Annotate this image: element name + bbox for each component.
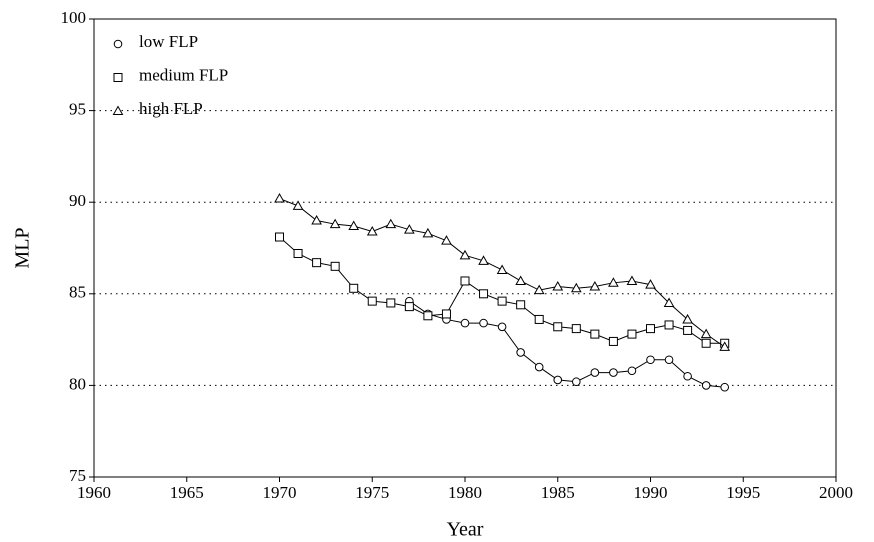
y-tick-label: 90 bbox=[69, 191, 86, 210]
marker bbox=[330, 261, 340, 271]
x-tick-label: 1960 bbox=[77, 483, 111, 502]
marker bbox=[441, 309, 451, 319]
marker bbox=[497, 322, 507, 332]
marker bbox=[609, 368, 618, 377]
legend-label: low FLP bbox=[139, 32, 198, 51]
marker bbox=[701, 381, 711, 390]
marker bbox=[274, 193, 285, 203]
marker bbox=[311, 215, 322, 225]
x-tick-label: 1965 bbox=[170, 483, 204, 502]
legend-label: medium FLP bbox=[139, 65, 228, 84]
marker bbox=[552, 280, 564, 291]
x-tick-label: 1995 bbox=[726, 483, 760, 502]
x-tick-label: 1985 bbox=[541, 483, 575, 502]
marker bbox=[441, 235, 452, 245]
marker bbox=[479, 289, 489, 299]
x-axis-label: Year bbox=[447, 519, 484, 541]
marker bbox=[646, 324, 655, 334]
marker bbox=[664, 355, 674, 365]
marker bbox=[683, 371, 692, 381]
marker bbox=[515, 275, 527, 285]
marker bbox=[645, 279, 656, 289]
marker bbox=[571, 324, 581, 334]
marker bbox=[404, 302, 414, 312]
marker bbox=[701, 338, 711, 348]
marker bbox=[459, 249, 471, 260]
marker bbox=[329, 218, 341, 229]
marker bbox=[292, 200, 304, 210]
marker bbox=[386, 298, 396, 308]
marker bbox=[608, 277, 619, 287]
marker bbox=[460, 318, 470, 328]
legend-marker bbox=[113, 39, 123, 49]
x-tick-label: 1970 bbox=[263, 483, 297, 502]
marker bbox=[367, 296, 377, 306]
marker bbox=[422, 227, 434, 238]
marker bbox=[349, 283, 359, 293]
marker bbox=[719, 341, 731, 351]
x-tick-label: 1980 bbox=[448, 483, 482, 502]
marker bbox=[534, 362, 544, 372]
marker bbox=[348, 220, 360, 231]
marker bbox=[497, 296, 507, 306]
x-tick-label: 1975 bbox=[355, 483, 389, 502]
marker bbox=[570, 282, 582, 293]
x-tick-label: 1990 bbox=[634, 483, 668, 502]
marker bbox=[572, 377, 581, 387]
marker bbox=[589, 280, 601, 291]
marker bbox=[720, 382, 730, 392]
marker bbox=[516, 300, 526, 310]
y-tick-label: 85 bbox=[69, 283, 86, 302]
legend-marker bbox=[113, 73, 123, 82]
series-line bbox=[409, 300, 725, 388]
marker bbox=[608, 336, 618, 346]
marker bbox=[385, 218, 397, 229]
marker bbox=[496, 264, 508, 274]
marker bbox=[423, 311, 433, 321]
x-tick-label: 2000 bbox=[819, 483, 853, 502]
y-axis-label: MLP bbox=[12, 227, 34, 268]
marker bbox=[533, 284, 545, 295]
y-tick-label: 100 bbox=[61, 8, 87, 27]
marker bbox=[275, 232, 284, 242]
marker bbox=[700, 328, 712, 339]
legend-marker bbox=[112, 105, 124, 115]
marker bbox=[626, 275, 638, 285]
plot-frame bbox=[93, 18, 837, 478]
marker bbox=[553, 322, 563, 332]
marker bbox=[682, 313, 693, 324]
marker bbox=[664, 320, 674, 330]
marker bbox=[478, 255, 489, 265]
marker bbox=[312, 258, 322, 268]
y-tick-label: 80 bbox=[69, 374, 86, 393]
marker bbox=[590, 329, 600, 339]
marker bbox=[683, 325, 693, 335]
marker bbox=[516, 348, 525, 357]
y-tick-label: 95 bbox=[69, 100, 86, 119]
legend-label: high FLP bbox=[139, 99, 203, 118]
marker bbox=[479, 318, 488, 328]
marker bbox=[646, 355, 655, 365]
marker bbox=[366, 225, 378, 236]
y-tick-label: 75 bbox=[69, 466, 86, 485]
marker bbox=[627, 329, 637, 339]
marker bbox=[553, 375, 563, 385]
marker bbox=[403, 224, 415, 234]
marker bbox=[590, 368, 600, 377]
marker bbox=[293, 248, 303, 258]
marker bbox=[627, 366, 637, 376]
marker bbox=[534, 314, 544, 324]
marker bbox=[460, 276, 470, 286]
marker bbox=[663, 297, 675, 307]
